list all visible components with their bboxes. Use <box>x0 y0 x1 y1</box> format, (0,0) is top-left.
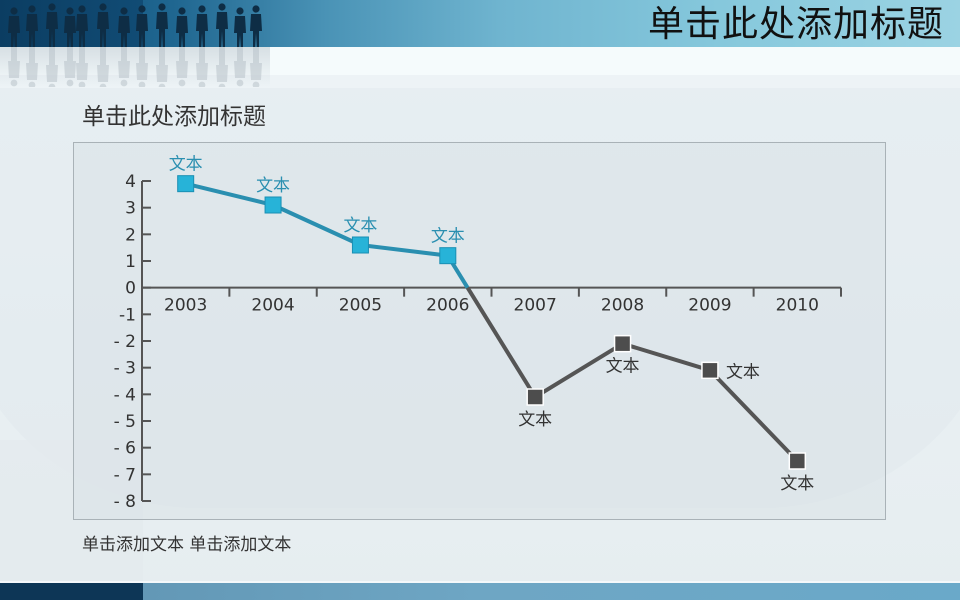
chart-markers <box>177 175 807 470</box>
y-tick-label: 1 <box>125 252 136 272</box>
series-segment <box>465 286 537 399</box>
data-point-label: 文本 <box>518 410 552 430</box>
series-segment <box>620 341 712 373</box>
chart-frame[interactable] <box>73 142 886 520</box>
y-tick-label: - 2 <box>114 332 136 352</box>
data-point-label: 文本 <box>726 362 760 382</box>
y-tick-label: 4 <box>125 172 136 192</box>
data-point-label: 文本 <box>780 474 814 494</box>
series-segment <box>183 181 276 207</box>
y-tick-label: 2 <box>125 225 136 245</box>
chart-title[interactable]: 单击此处添加标题 <box>82 104 266 130</box>
data-point-label: 文本 <box>431 227 465 247</box>
series-segment <box>533 341 625 399</box>
x-tick-label: 2005 <box>339 296 382 316</box>
series-segment <box>707 368 800 463</box>
main-title[interactable]: 单击此处添加标题 <box>647 4 944 45</box>
data-point-marker <box>264 196 282 214</box>
y-tick-label: - 5 <box>114 412 136 432</box>
y-tick-label: - 3 <box>114 359 136 379</box>
x-tick-label: 2004 <box>251 296 294 316</box>
y-tick-label: - 8 <box>114 492 136 512</box>
x-tick-label: 2010 <box>776 296 819 316</box>
data-point-marker <box>526 388 544 406</box>
data-point-marker <box>439 247 457 265</box>
footer-band-dark <box>0 583 143 600</box>
data-point-marker <box>351 236 369 254</box>
series-segment <box>358 243 450 258</box>
chart-series-lines <box>183 181 800 463</box>
data-point-marker <box>701 361 719 380</box>
footer-band <box>0 583 960 600</box>
x-tick-label: 2006 <box>426 296 469 316</box>
background-decoration <box>0 88 960 508</box>
y-tick-label: 0 <box>125 279 136 299</box>
data-point-marker <box>613 334 632 353</box>
background-decoration-left <box>0 440 143 583</box>
x-tick-label: 2007 <box>514 296 557 316</box>
y-tick-label: - 6 <box>114 439 136 459</box>
y-tick-label: 3 <box>125 199 136 219</box>
footer-divider <box>0 581 960 583</box>
business-people-silhouettes-icon <box>8 3 262 87</box>
data-point-label: 文本 <box>606 357 640 377</box>
y-tick-label: -1 <box>119 305 136 325</box>
series-segment <box>271 203 363 247</box>
x-tick-label: 2003 <box>164 296 207 316</box>
data-point-marker <box>177 175 195 193</box>
data-point-label: 文本 <box>343 216 377 236</box>
data-point-label: 文本 <box>256 176 290 196</box>
y-tick-label: - 4 <box>114 385 136 405</box>
footnote-text[interactable]: 单击添加文本 单击添加文本 <box>82 535 292 555</box>
data-point-label: 文本 <box>169 155 203 175</box>
y-tick-label: - 7 <box>114 465 136 485</box>
data-point-marker <box>788 452 807 470</box>
x-tick-label: 2009 <box>688 296 731 316</box>
chart-axes: 4 3 2 1 0 -1 - 2 - 3 - 4 - 5 - 6 - 7 - 8 2003 2004 2005… <box>114 172 842 512</box>
x-tick-label: 2008 <box>601 296 644 316</box>
